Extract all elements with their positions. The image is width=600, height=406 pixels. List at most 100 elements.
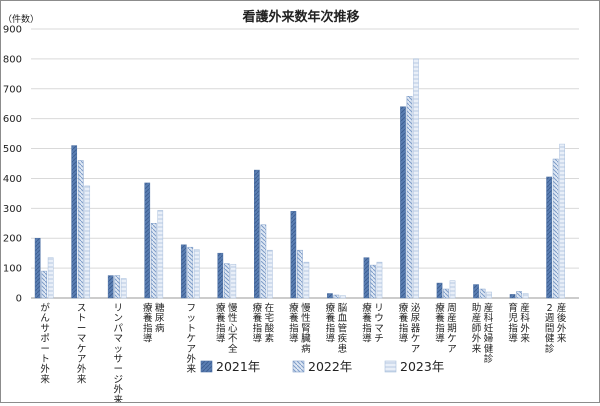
bar-2022年-14 — [552, 158, 559, 299]
x-label-char: 養 — [362, 312, 372, 324]
bar-2021年-5 — [217, 252, 224, 299]
bar-2023年-3 — [157, 210, 164, 299]
x-label-char: 病 — [301, 343, 311, 355]
y-tick-label: 500 — [3, 144, 22, 155]
x-label-char: 療 — [326, 302, 336, 314]
bar-2022年-8 — [333, 294, 340, 299]
x-label-char: ア — [447, 344, 457, 355]
x-label-char: 診 — [484, 353, 494, 365]
x-label-char: 療 — [289, 302, 299, 314]
x-label-char: 養 — [399, 312, 409, 324]
x-label-char: 導 — [362, 333, 372, 345]
x-label-char: 養 — [289, 312, 299, 324]
x-label-char: 療 — [216, 302, 226, 314]
x-label-char: リ — [113, 303, 123, 314]
bar-2023年-7 — [303, 261, 310, 299]
x-label-char: フ — [187, 303, 197, 314]
bar-2023年-14 — [559, 143, 565, 299]
bar-2021年-3 — [144, 182, 151, 299]
legend: 2021年 2022年 2023年 — [200, 359, 444, 374]
x-label-char: 慢 — [301, 302, 311, 314]
bar-2021年-11 — [436, 282, 443, 299]
bar-2023年-13 — [522, 293, 529, 299]
x-label-char: 来 — [557, 334, 567, 345]
x-label-char: ウ — [374, 313, 384, 324]
x-label-char: 脳 — [338, 302, 348, 314]
bar-2023年-12 — [486, 291, 492, 299]
x-label-char: 指 — [326, 322, 336, 334]
x-label-char: ケ — [411, 334, 421, 345]
x-label-char: ー — [113, 364, 123, 375]
x-label-char: ア — [411, 344, 421, 355]
y-tick-label: 100 — [3, 264, 22, 275]
x-label-char: ッ — [187, 313, 197, 324]
x-label-char: 疾 — [338, 333, 348, 345]
x-label-char: 養 — [326, 312, 336, 324]
bar-2023年-8 — [340, 295, 346, 299]
x-label-char: ジ — [113, 374, 123, 385]
x-label-char: 導 — [435, 333, 445, 345]
x-label-char: 科 — [484, 312, 494, 324]
x-label-char: 患 — [338, 343, 348, 355]
x-label-char: 酸 — [265, 322, 275, 334]
bar-2023年-5 — [230, 263, 237, 299]
x-label-char: 外 — [520, 322, 530, 334]
x-label-char: 指 — [399, 322, 409, 334]
bar-2022年-12 — [479, 288, 486, 299]
x-label-char: ト — [187, 323, 197, 334]
x-label-char: ト — [77, 313, 87, 324]
x-label-char: 産 — [520, 302, 530, 314]
bar-2021年-14 — [546, 176, 552, 299]
x-label-char: ー — [40, 344, 50, 355]
bar-2022年-13 — [516, 291, 522, 299]
x-label-char: 産 — [472, 312, 482, 324]
x-label-char: が — [40, 302, 50, 314]
y-tick-label: 200 — [3, 234, 22, 245]
x-label-char: マ — [77, 334, 87, 345]
bar-2021年-4 — [180, 244, 187, 299]
x-label-char: 師 — [472, 322, 482, 334]
x-label-char: 外 — [77, 363, 87, 375]
x-label-char: 療 — [253, 302, 263, 314]
x-label-char: 来 — [520, 334, 530, 345]
bar-2022年-1 — [77, 160, 84, 299]
x-label-char: サ — [40, 323, 50, 334]
x-label-char: 児 — [508, 313, 518, 324]
x-label-char: 指 — [253, 322, 263, 334]
bar-2021年-2 — [107, 275, 114, 299]
bar-2023年-4 — [193, 249, 200, 299]
x-label-char: 指 — [143, 322, 153, 334]
x-label-char: ー — [77, 323, 87, 334]
x-label-char: 病 — [155, 322, 165, 334]
x-label-char: ポ — [40, 334, 50, 345]
x-label-char: 週 — [545, 312, 555, 324]
x-label-char: 導 — [253, 333, 263, 345]
x-label-char: 健 — [545, 333, 555, 345]
y-tick-label: 0 — [16, 294, 22, 305]
x-label-char: 助 — [472, 302, 482, 314]
y-axis-unit: （件数） — [3, 13, 39, 25]
x-label-char: チ — [374, 334, 384, 345]
bar-2021年-9 — [363, 257, 370, 299]
x-label-char: 療 — [399, 302, 409, 314]
x-label-char: 養 — [435, 312, 445, 324]
bar-2021年-13 — [509, 294, 516, 299]
x-label-char: 外 — [40, 363, 50, 375]
x-label-char: 糖 — [155, 302, 165, 314]
y-tick-label: 400 — [3, 174, 22, 185]
bar-2022年-0 — [41, 270, 48, 299]
x-label-char: ア — [77, 354, 87, 365]
x-label-char: 導 — [399, 333, 409, 345]
x-label-char: 産 — [557, 302, 567, 314]
